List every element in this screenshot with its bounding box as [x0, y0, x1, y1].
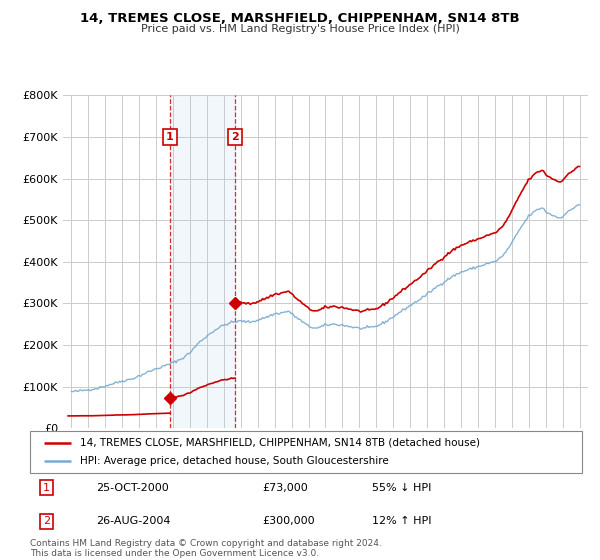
Text: £300,000: £300,000 [262, 516, 314, 526]
Text: 1: 1 [43, 483, 50, 493]
Text: £73,000: £73,000 [262, 483, 308, 493]
Text: 1: 1 [166, 132, 174, 142]
Text: Price paid vs. HM Land Registry's House Price Index (HPI): Price paid vs. HM Land Registry's House … [140, 24, 460, 34]
Text: 2: 2 [231, 132, 239, 142]
Text: HPI: Average price, detached house, South Gloucestershire: HPI: Average price, detached house, Sout… [80, 456, 388, 466]
Bar [170, 95, 235, 428]
Text: 14, TREMES CLOSE, MARSHFIELD, CHIPPENHAM, SN14 8TB: 14, TREMES CLOSE, MARSHFIELD, CHIPPENHAM… [80, 12, 520, 25]
Text: 25-OCT-2000: 25-OCT-2000 [96, 483, 169, 493]
Text: Contains HM Land Registry data © Crown copyright and database right 2024.
This d: Contains HM Land Registry data © Crown c… [30, 539, 382, 558]
FancyBboxPatch shape [30, 431, 582, 473]
Text: 14, TREMES CLOSE, MARSHFIELD, CHIPPENHAM, SN14 8TB (detached house): 14, TREMES CLOSE, MARSHFIELD, CHIPPENHAM… [80, 438, 479, 448]
Text: 26-AUG-2004: 26-AUG-2004 [96, 516, 171, 526]
Text: 55% ↓ HPI: 55% ↓ HPI [372, 483, 431, 493]
Text: 2: 2 [43, 516, 50, 526]
Text: 12% ↑ HPI: 12% ↑ HPI [372, 516, 432, 526]
